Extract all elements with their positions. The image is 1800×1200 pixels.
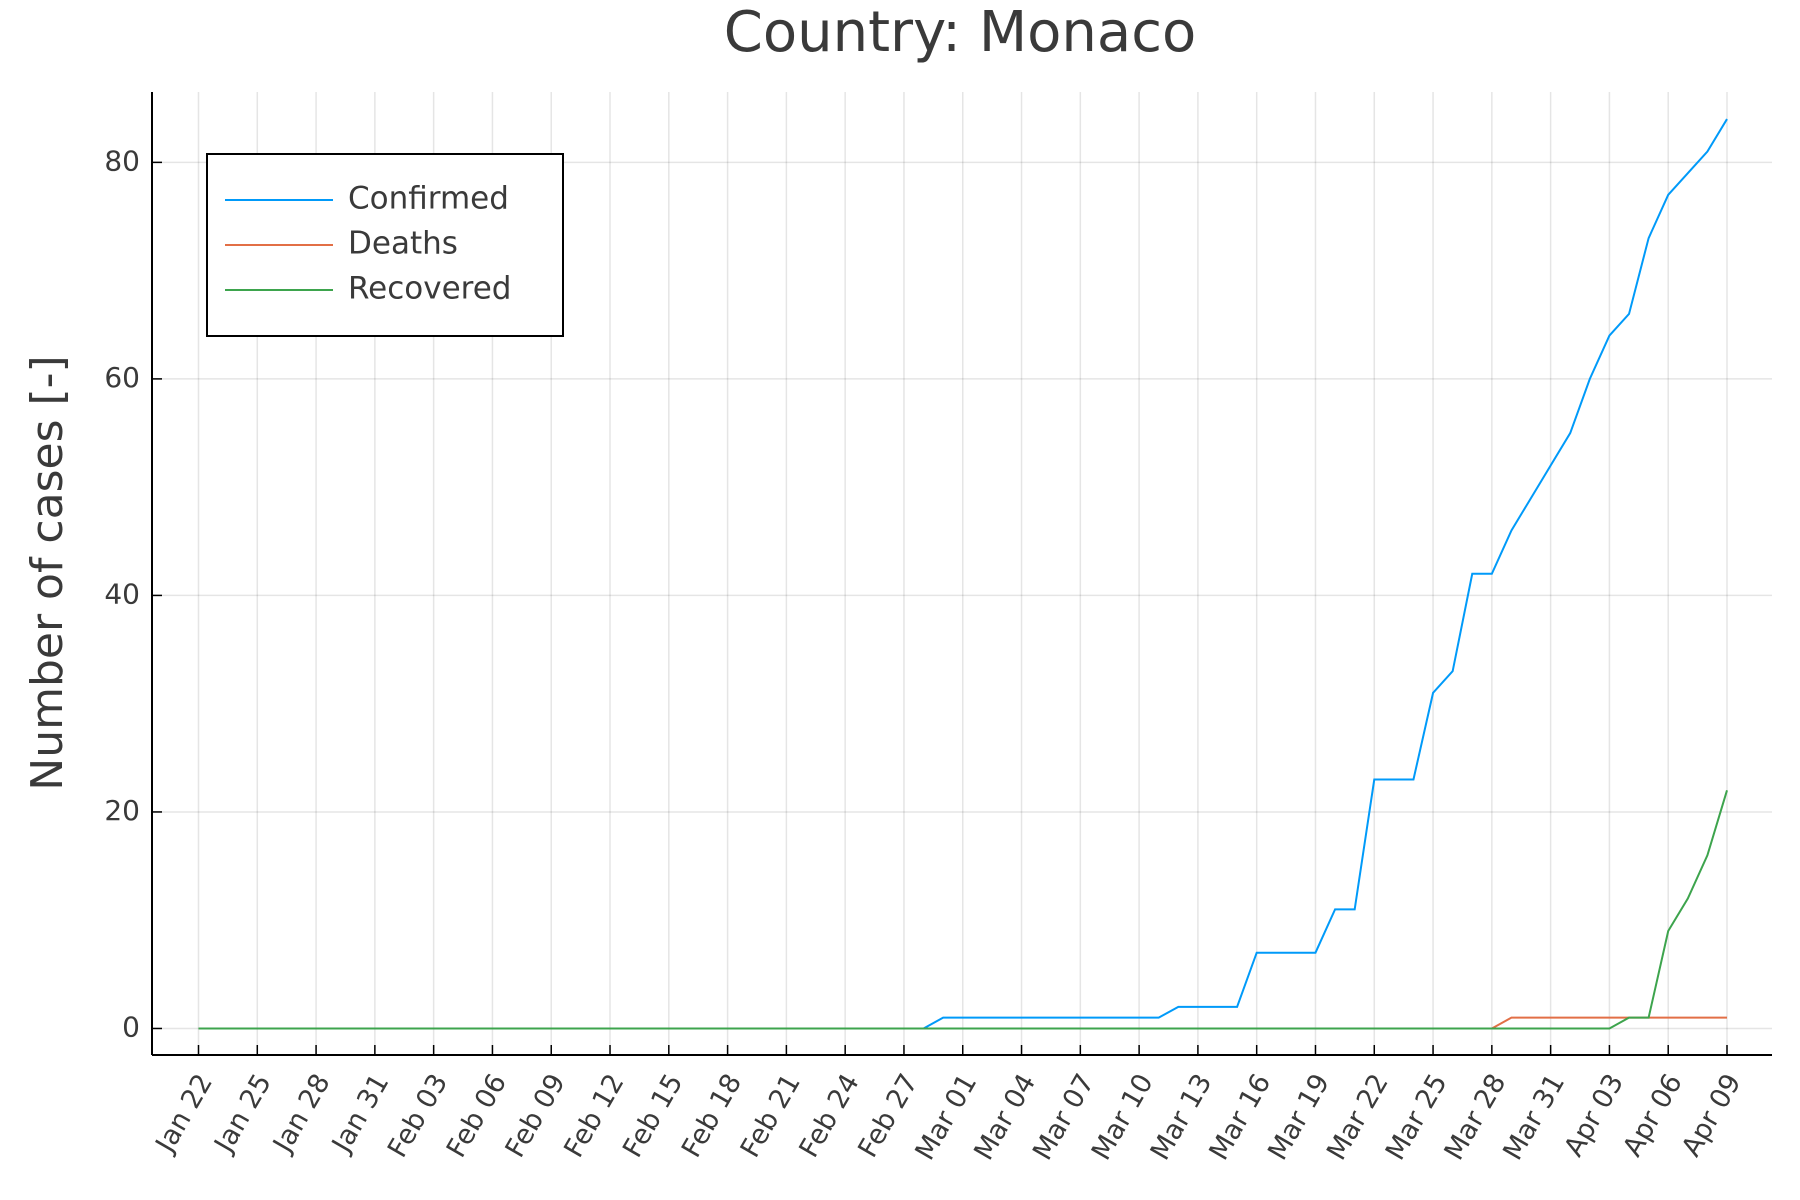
x-tick-label: Jan 25 <box>208 1069 278 1159</box>
x-tick-label: Apr 09 <box>1676 1069 1748 1162</box>
x-tick-label: Jan 22 <box>149 1069 219 1159</box>
chart-title: Country: Monaco <box>724 0 1197 65</box>
legend-label: Recovered <box>348 271 511 307</box>
y-tick-label: 20 <box>104 794 140 827</box>
legend: Confirmed Deaths Recovered <box>206 153 564 337</box>
y-tick-label: 40 <box>104 577 140 610</box>
legend-label: Deaths <box>348 226 458 262</box>
x-tick-label: Jan 28 <box>267 1069 337 1159</box>
y-tick-label: 0 <box>122 1010 140 1043</box>
y-axis-label: Number of cases [-] <box>22 355 73 790</box>
y-tick-label: 80 <box>104 144 140 177</box>
series-line <box>198 790 1728 1030</box>
legend-label: Confirmed <box>348 181 509 217</box>
y-tick-label: 60 <box>104 361 140 394</box>
